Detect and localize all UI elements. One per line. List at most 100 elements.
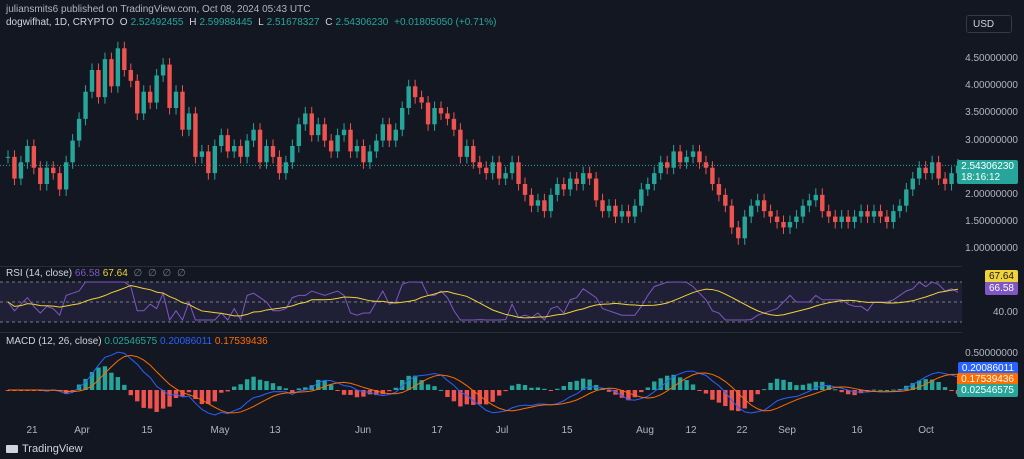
macd-hist-bar: [83, 378, 88, 390]
candle-body: [445, 113, 450, 119]
candle-body: [794, 216, 799, 222]
pane-separator[interactable]: [0, 332, 962, 333]
candle-body: [109, 59, 114, 87]
candle-body: [225, 135, 230, 152]
macd-hist-bar: [658, 378, 663, 390]
candle-body: [677, 151, 683, 163]
candle-body: [522, 184, 528, 195]
rsi-value: 66.58: [74, 268, 100, 279]
candle-body: [936, 162, 941, 179]
price-tick: 3.50000000: [965, 107, 1018, 119]
macd-hist-bar: [645, 387, 650, 390]
pane-separator[interactable]: [0, 266, 962, 267]
currency-button[interactable]: USD: [966, 15, 1012, 33]
price-tick: 1.00000000: [965, 243, 1018, 255]
symbol-name[interactable]: dogwifhat, 1D, CRYPTO: [6, 17, 115, 28]
macd-hist-bar: [425, 384, 431, 390]
macd-hist-bar: [697, 390, 702, 391]
macd-hist-bar: [458, 390, 463, 407]
candle-body: [917, 167, 922, 179]
candle-body: [76, 118, 82, 141]
candle-body: [484, 167, 489, 174]
macd-hist-bar: [451, 390, 457, 402]
price-tick: 1.50000000: [965, 216, 1018, 227]
candle-body: [309, 113, 314, 136]
candle-body: [199, 151, 205, 157]
candle-body: [548, 194, 554, 212]
macd-hist-bar: [102, 366, 108, 390]
macd-hist-bar: [471, 390, 476, 405]
macd-hist-bar: [677, 377, 683, 390]
macd-hist-bar: [109, 372, 114, 390]
candle-body: [18, 162, 24, 179]
candle-body: [335, 135, 340, 152]
macd-hist-bar: [264, 381, 269, 390]
candle-body: [658, 162, 663, 174]
macd-hist-bar: [496, 390, 502, 396]
candle-body: [63, 162, 69, 190]
candle-body: [723, 194, 728, 206]
macd-hist-bar: [574, 380, 579, 390]
candle-body: [852, 216, 857, 222]
macd-hist-bar: [160, 390, 166, 409]
candle-body: [12, 156, 17, 179]
bar-countdown: 18:16:12: [961, 172, 1001, 183]
macd-hist-bar: [438, 389, 444, 391]
date-label: 13: [269, 425, 281, 436]
candle-body: [328, 140, 334, 152]
macd-hist-bar: [871, 389, 877, 391]
date-label: Jun: [354, 425, 372, 436]
candle-body: [703, 162, 709, 168]
candle-body: [593, 178, 599, 201]
macd-hist-bar: [626, 390, 631, 401]
macd-hist-bar: [419, 380, 424, 390]
macd-hist-bar: [257, 379, 263, 390]
macd-hist-bar: [122, 384, 127, 390]
price-tick: 3.00000000: [965, 134, 1018, 146]
candle-body: [755, 200, 760, 206]
macd-title[interactable]: MACD (12, 26, close): [6, 336, 102, 347]
candle-body: [736, 227, 741, 239]
macd-hist-bar: [664, 375, 670, 390]
macd-hist-bar: [348, 390, 353, 395]
macd-hist-bar: [800, 384, 806, 390]
macd-hist-bar: [535, 387, 541, 390]
candle-body: [283, 162, 289, 174]
candle-body: [690, 151, 696, 157]
candle-body: [154, 75, 159, 103]
candle-body: [451, 118, 457, 130]
macd-hist-bar: [684, 380, 689, 390]
candle-body: [400, 108, 405, 130]
candle-body: [354, 146, 360, 152]
date-label: Sep: [778, 425, 796, 436]
rsi-icons: ∅ ∅ ∅ ∅: [131, 268, 186, 279]
rsi-title[interactable]: RSI (14, close): [6, 268, 73, 279]
macd-hist-bar: [891, 389, 896, 391]
candle-body: [555, 184, 560, 195]
candle-body: [219, 135, 224, 146]
change-value: +0.01805050 (+0.71%): [394, 17, 497, 28]
candle-body: [387, 124, 392, 141]
macd-hist-bar: [251, 376, 256, 390]
candle-body: [768, 211, 773, 217]
candle-body: [257, 129, 263, 163]
macd-hist-bar: [393, 387, 398, 390]
date-label: Apr: [74, 425, 90, 436]
candle-body: [406, 86, 411, 108]
macd-hist-bar: [335, 390, 340, 391]
macd-hist-bar: [225, 390, 230, 392]
candle-body: [509, 162, 515, 174]
candle-body: [865, 211, 870, 217]
candle-body: [826, 211, 831, 217]
macd-hist-bar: [128, 390, 133, 396]
macd-hist-bar: [555, 388, 560, 390]
macd-hist-bar: [917, 380, 922, 390]
time-axis[interactable]: 21 Apr 15 May 13 Jun 17 Jul 15 Aug 12 22 Sep 16 Oct: [0, 425, 962, 439]
macd-hist-bar: [277, 386, 282, 390]
candle-body: [568, 178, 573, 190]
macd-hist-bar: [878, 389, 883, 391]
tradingview-logo[interactable]: TradingView: [6, 443, 83, 455]
candle-body: [807, 200, 812, 206]
candle-body: [412, 86, 418, 98]
